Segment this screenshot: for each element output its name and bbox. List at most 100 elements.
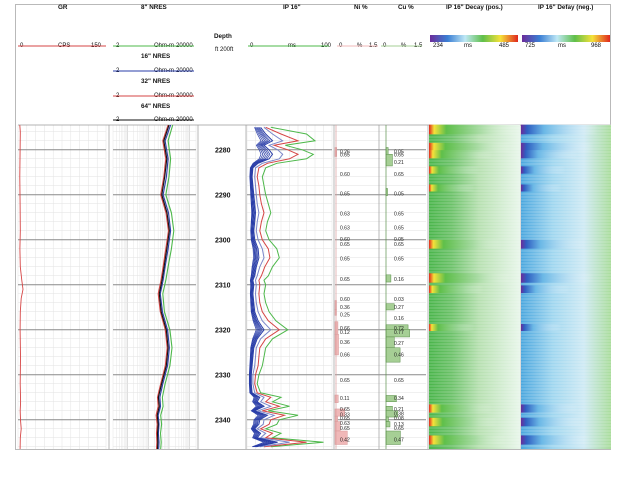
decay-neg-band [521, 184, 562, 192]
ni-value-label: 0.60 [340, 172, 350, 178]
depth-tick-label: 2290 [215, 192, 231, 199]
decay-pos-band [429, 239, 502, 249]
cu-interval-bar [385, 406, 393, 411]
decay-pos-band [429, 404, 493, 413]
nres-16-title: 16" NRES [141, 53, 171, 60]
ni-value-label: 0.60 [340, 297, 350, 303]
ni-value-label: 0.65 [340, 153, 350, 159]
cu-value-label: 0.05 [394, 237, 404, 243]
ni-interval-bar [334, 430, 348, 445]
decay-neg-band [521, 142, 594, 153]
cu-value-label: 0.34 [394, 396, 404, 402]
ni-value-label: 0.36 [340, 305, 350, 311]
cu-interval-bar [385, 274, 392, 283]
ni-value-label: 0.63 [340, 421, 350, 427]
cu-track-title: Cu % [398, 4, 414, 11]
ni-value-label: 0.65 [340, 378, 350, 384]
cu-value-label: 0.05 [394, 191, 404, 197]
decay-neg-unit: ms [558, 43, 566, 49]
cu-value-label: 0.65 [394, 257, 404, 263]
ni-value-label: 0.60 [340, 237, 350, 243]
decay-neg-band [521, 124, 598, 135]
cu-value-label: 0.03 [394, 297, 404, 303]
decay-neg-band [521, 166, 566, 174]
ni-value-label: 0.63 [340, 226, 350, 232]
decay-neg-title: IP 16" Defay (neg.) [538, 4, 594, 11]
decay-pos-band [429, 124, 516, 135]
ni-value-label: 0.65 [340, 407, 350, 413]
log-plot-frame: GR 0 CPS 150 8" NRES 2 Ohm-m 20000 16" N… [15, 4, 611, 450]
ni-interval-bar [334, 394, 339, 403]
cu-value-label: 0.77 [394, 330, 404, 336]
depth-tick-label: 2320 [215, 327, 231, 334]
cu-value-label: 0.65 [394, 242, 404, 248]
ni-value-label: 0.36 [340, 340, 350, 346]
decay-neg-band [521, 435, 590, 445]
decay-pos-band [429, 417, 498, 427]
assay-labels: 22802290230023102320233023400.260.650.60… [215, 147, 404, 443]
cu-interval-bar [385, 154, 393, 167]
decay-pos-band [429, 150, 493, 159]
decay-neg-band [521, 285, 570, 294]
ni-value-label: 0.12 [340, 330, 350, 336]
decay-neg-band [521, 150, 578, 159]
depth-tick-label: 2340 [215, 417, 231, 424]
nres-curve-3 [156, 124, 170, 450]
depth-tick-label: 2280 [215, 147, 231, 154]
gr-track-title: GR [58, 4, 68, 11]
gr-curve [19, 124, 24, 450]
decay-images [429, 124, 611, 449]
decay-neg-band [521, 324, 562, 331]
decay-pos-band [429, 184, 475, 192]
ni-value-label: 0.65 [340, 191, 350, 197]
nres-curve-0 [159, 124, 175, 450]
decay-pos-band [429, 435, 507, 445]
ip-curve-2 [252, 126, 290, 448]
cu-value-label: 0.21 [394, 407, 404, 413]
decay-neg-min: 725 [525, 43, 536, 49]
nres-curve-2 [155, 124, 170, 450]
ni-value-label: 0.33 [340, 412, 350, 418]
decay-pos-unit: ms [464, 43, 472, 49]
ni-value-label: 0.26 [340, 150, 350, 156]
decay-pos-band [429, 273, 511, 283]
ni-value-label: 0.66 [340, 353, 350, 359]
cu-value-label: 0.05 [394, 150, 404, 156]
cu-value-label: 0.65 [394, 172, 404, 178]
ip-curve-bundle [248, 127, 265, 448]
cu-value-label: 0.08 [394, 416, 404, 422]
decay-pos-scale-bar [430, 35, 518, 42]
ip-curve-bundle [249, 127, 268, 448]
cu-value-label: 0.65 [394, 226, 404, 232]
cu-value-label: 0.65 [394, 153, 404, 159]
cu-value-label: 0.16 [394, 316, 404, 322]
depth-tick-label: 2310 [215, 282, 231, 289]
ni-value-label: 0.65 [340, 277, 350, 283]
log-curves [19, 124, 410, 450]
depth-tick-label: 2300 [215, 237, 231, 244]
depth-tick-label: 2330 [215, 372, 231, 379]
nres-8-title: 8" NRES [141, 4, 167, 11]
ni-value-label: 0.63 [340, 212, 350, 218]
cu-interval-bar [385, 421, 391, 428]
ni-value-label: 0.65 [340, 242, 350, 248]
decay-pos-band [429, 285, 484, 294]
decay-pos-max: 485 [499, 43, 510, 49]
ni-value-label: 0.25 [340, 312, 350, 318]
ni-value-label: 0.66 [340, 326, 350, 332]
decay-neg-band [521, 417, 582, 427]
ip-curve-1 [254, 126, 307, 448]
decay-neg-band [521, 239, 586, 249]
ni-interval-bar [334, 334, 339, 356]
well-log-chart: 22802290230023102320233023400.260.650.60… [17, 35, 611, 450]
ni-value-label: 0.65 [340, 426, 350, 432]
cu-value-label: 0.65 [394, 378, 404, 384]
cu-interval-bar [385, 416, 389, 422]
ni-value-label: 0.65 [340, 257, 350, 263]
cu-value-label: 0.47 [394, 438, 404, 444]
header-lines [18, 35, 610, 121]
decay-pos-title: IP 16" Decay (pos.) [446, 4, 503, 11]
cu-value-label: 0.46 [394, 353, 404, 359]
ni-value-label: 0.42 [340, 438, 350, 444]
decay-pos-band [429, 142, 511, 153]
